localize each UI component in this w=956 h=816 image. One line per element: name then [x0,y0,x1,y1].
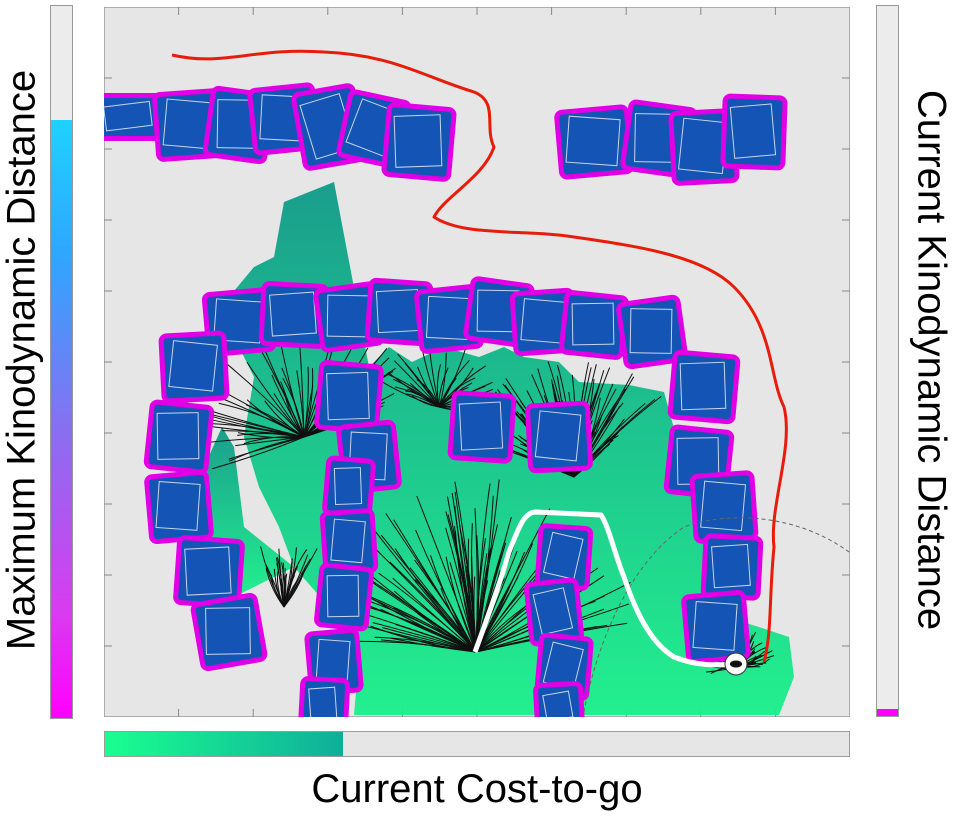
obstacle-box [700,533,764,601]
obstacle-box [258,281,330,349]
tree-edge [246,362,305,438]
white-path [472,509,740,668]
tree-edge [277,557,285,608]
obstacle-box [681,589,751,665]
tree-edge [280,381,305,438]
cost-to-go-label: Current Cost-to-go [311,767,643,811]
tree-edge [438,376,456,408]
tree-edge [303,385,314,438]
obstacle-box [533,681,585,717]
tree-edge [380,534,477,653]
planning-map [104,7,850,717]
obstacle-box [720,93,788,171]
tree-edge [475,551,525,653]
tree-edge [265,564,285,608]
tree-edge [475,524,499,653]
obstacle-box [319,508,379,576]
obstacle-box [297,676,351,717]
obstacle-boxes [104,82,788,717]
tree-edge [228,436,305,460]
obstacle-box [173,535,245,609]
tree-edge [397,353,440,408]
robot-marker-icon [724,652,748,676]
current-kinodynamic-distance-colorbar [876,5,899,717]
tree-edge [282,388,305,438]
tree-edge [389,561,477,653]
cost-to-go-colorbar [104,731,850,757]
tree-edge [246,404,305,438]
tree-edge [438,377,476,408]
obstacle-box [304,627,364,697]
obstacle-box [534,523,594,591]
max-kinodynamic-distance-colorbar [50,5,73,719]
tree-edge [475,483,491,653]
tree-edge [367,606,477,653]
obstacle-box [314,562,374,632]
obstacle-box [322,455,376,519]
obstacle-box [143,399,215,475]
obstacle-box [616,294,688,370]
obstacle-box [554,104,634,180]
tree-edge [445,556,477,653]
tree-edge [237,433,305,438]
obstacle-box [314,359,384,435]
obstacle-box [104,93,164,141]
tree-edge [363,603,477,653]
tree-edge [445,511,477,653]
tree-edge [411,395,440,408]
tree-edge [416,495,477,653]
tree-edge [237,432,305,439]
current-kinodynamic-distance-label: Current Kinodynamic Distance [909,89,954,631]
tree-edge [409,567,477,653]
tree-edge [283,575,287,608]
obstacle-box [381,102,457,182]
tree-edge [416,379,440,408]
tree-edge [475,570,541,653]
tree-edge [382,626,477,653]
tree-edge [436,364,441,408]
tree-edge [438,352,447,408]
obstacle-box [190,592,268,672]
obstacle-box [144,469,214,545]
max-kinodynamic-distance-label: Maximum Kinodynamic Distance [0,69,44,651]
tree-edge [395,623,477,653]
tree-edge [282,378,305,438]
tree-edge [454,526,477,653]
tree-edge [381,381,440,408]
red-path [171,49,788,663]
tree-edge [260,546,285,608]
obstacle-box [559,290,629,360]
obstacle-box [667,349,741,425]
gray-dashed-path [583,517,850,713]
tree-edge [465,556,477,653]
tree-edge [212,436,305,470]
obstacle-box [524,577,584,647]
tree-edge [296,370,305,438]
obstacle-box [447,390,517,464]
obstacle-box [158,330,230,404]
tree-edge [283,565,307,608]
tree-edge [378,572,477,653]
tree-edge [415,529,477,653]
tree-edge [283,547,297,608]
obstacle-box [525,400,593,474]
obstacle-box [689,470,759,544]
tree-edge [380,639,477,653]
